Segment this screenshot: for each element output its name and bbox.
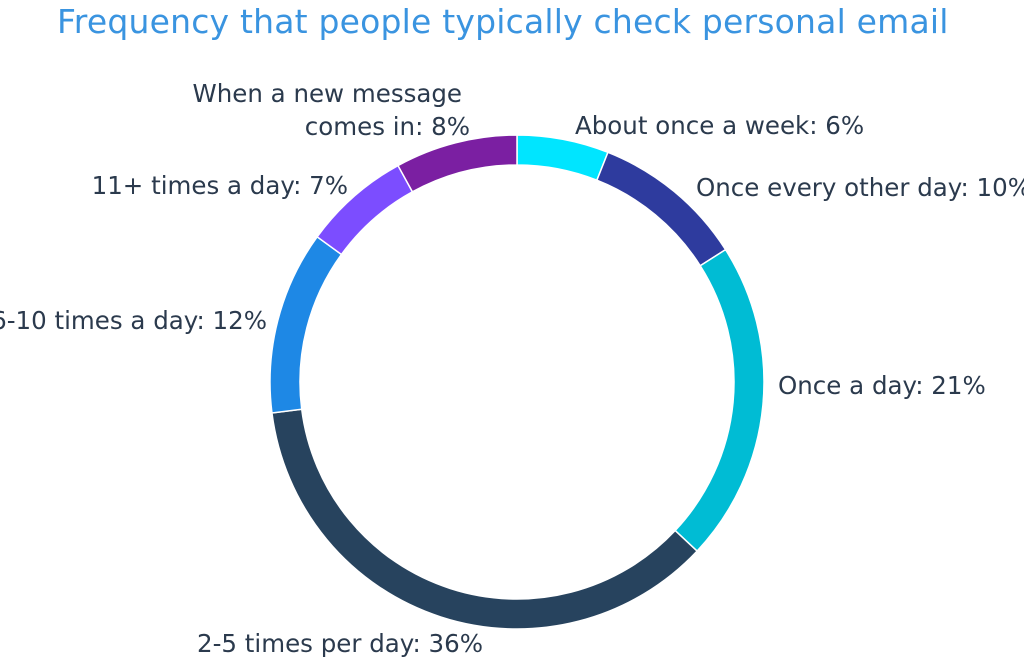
donut-slice-0 bbox=[516, 134, 609, 182]
label-once-a-day: Once a day: 21% bbox=[778, 371, 986, 400]
label-new-message-line-1: When a new message bbox=[193, 79, 462, 108]
label-2-5-times-per-day: 2-5 times per day: 36% bbox=[197, 629, 483, 658]
label-6-10-times-a-day: 6-10 times a day: 12% bbox=[0, 306, 267, 335]
donut-slice-6 bbox=[396, 134, 518, 193]
chart-title: Frequency that people typically check pe… bbox=[57, 2, 949, 41]
label-11-plus-times-a-day: 11+ times a day: 7% bbox=[92, 171, 348, 200]
donut-slice-3 bbox=[271, 408, 699, 630]
donut-slice-1 bbox=[595, 151, 727, 267]
slice-labels: About once a week: 6% Once every other d… bbox=[0, 79, 1024, 658]
donut-slice-4 bbox=[269, 235, 343, 414]
label-new-message-line-2: comes in: 8% bbox=[305, 112, 470, 141]
label-once-every-other-day: Once every other day: 10% bbox=[696, 173, 1024, 202]
donut-slices bbox=[269, 134, 765, 630]
label-about-once-a-week: About once a week: 6% bbox=[575, 111, 864, 140]
donut-slice-2 bbox=[674, 248, 765, 553]
